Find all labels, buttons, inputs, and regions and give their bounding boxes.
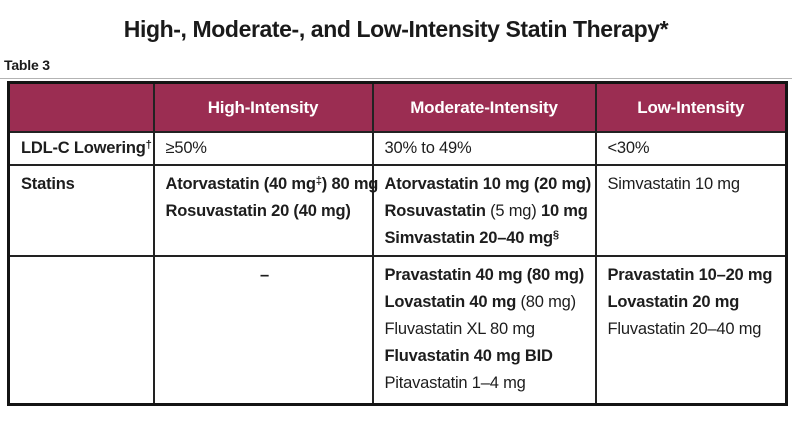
header-cell-high-intensity: High-Intensity <box>152 81 374 133</box>
text-segment: LDL-C Lowering <box>21 139 146 157</box>
cell-line: <30% <box>608 135 778 162</box>
text-segment: (5 mg) <box>490 202 537 220</box>
cell-ldl-c-lowering-moderate-intensity: 30% to 49% <box>371 131 597 166</box>
page-title: High-, Moderate-, and Low-Intensity Stat… <box>123 16 669 42</box>
text-segment: Fluvastatin 40 mg BID <box>384 347 553 365</box>
cell-line: Pitavastatin 1–4 mg <box>385 370 587 397</box>
footnote-marker: § <box>552 228 559 241</box>
text-segment: Fluvastatin 20–40 mg <box>607 320 762 338</box>
text-segment: Lovastatin 40 mg <box>384 293 521 311</box>
cell-line: Atorvastatin 10 mg (20 mg) <box>385 171 592 198</box>
cell-line: 30% to 49% <box>385 135 587 162</box>
text-segment: (80 mg) <box>520 293 576 311</box>
cell-statins-primary-moderate-intensity: Atorvastatin 10 mg (20 mg) Rosuvastatin (… <box>371 164 597 257</box>
cell-line: ≥50% <box>166 135 364 162</box>
cell-line: Fluvastatin 20–40 mg <box>608 316 778 343</box>
header-cell-low-intensity: Low-Intensity <box>594 81 788 133</box>
cell-line: Fluvastatin 40 mg BID <box>385 343 587 370</box>
cell-statins-primary-low-intensity: Simvastatin 10 mg <box>594 164 788 257</box>
cell-statins-secondary-low-intensity: Pravastatin 10–20 mg Lovastatin 20 mg Fluv… <box>594 255 788 406</box>
cell-statins-primary-row-label: Statins <box>7 164 155 257</box>
cell-line: Pravastatin 10–20 mg <box>608 262 778 289</box>
text-segment: Atorvastatin (40 mg <box>165 175 316 193</box>
cell-statins-primary-high-intensity: Atorvastatin (40 mg‡) 80 mg Rosuvastatin … <box>152 164 379 257</box>
cell-line: Simvastatin 20–40 mg§ <box>385 225 587 252</box>
cell-line: Pravastatin 40 mg (80 mg) <box>385 262 587 289</box>
text-segment: <30% <box>607 139 650 157</box>
footnote-marker: † <box>145 138 152 151</box>
divider-rule <box>0 78 792 79</box>
cell-statins-secondary-row-label <box>7 255 155 406</box>
cell-line: Rosuvastatin 20 (40 mg) <box>166 198 364 225</box>
text-segment: Simvastatin 20–40 mg <box>384 229 554 247</box>
text-segment: ) 80 mg <box>321 175 379 193</box>
table-body: LDL-C Lowering† ≥50% 30% to 49% <30% Statins… <box>7 131 788 406</box>
footnote-marker: ‡ <box>315 174 322 187</box>
text-segment: Pitavastatin 1–4 mg <box>384 374 526 392</box>
text-segment: – <box>260 266 269 284</box>
text-segment: Pravastatin 10–20 mg <box>607 266 773 284</box>
text-segment: Statins <box>21 175 75 193</box>
text-segment: ≥50% <box>165 139 207 157</box>
cell-statins-secondary-high-intensity: – <box>152 255 374 406</box>
cell-ldl-c-lowering-row-label: LDL-C Lowering† <box>7 131 155 166</box>
header-cell-blank <box>7 81 155 133</box>
cell-line: Rosuvastatin (5 mg) 10 mg <box>384 198 588 225</box>
table-row-ldl-c-lowering: LDL-C Lowering† ≥50% 30% to 49% <30% <box>7 131 788 166</box>
cell-line: Fluvastatin XL 80 mg <box>385 316 587 343</box>
cell-line: Statins <box>21 171 145 198</box>
statin-intensity-table: High-Intensity Moderate-Intensity Low-In… <box>7 81 788 406</box>
cell-line: – <box>166 262 364 289</box>
table-row-statins-primary: Statins Atorvastatin (40 mg‡) 80 mg Rosuva… <box>7 164 788 257</box>
cell-line: LDL-C Lowering† <box>21 135 152 162</box>
table-row-statins-secondary: – Pravastatin 40 mg (80 mg) Lovastatin 40 … <box>7 255 788 406</box>
text-segment: Rosuvastatin 20 (40 mg) <box>165 202 351 220</box>
text-segment: Atorvastatin 10 mg (20 mg) <box>384 175 592 193</box>
cell-line: Atorvastatin (40 mg‡) 80 mg <box>165 171 379 198</box>
text-segment: Fluvastatin XL 80 mg <box>384 320 536 338</box>
cell-statins-secondary-moderate-intensity: Pravastatin 40 mg (80 mg) Lovastatin 40 m… <box>371 255 597 406</box>
text-segment: Lovastatin 20 mg <box>607 293 740 311</box>
text-segment: 10 mg <box>536 202 588 220</box>
table-header-row: High-Intensity Moderate-Intensity Low-In… <box>7 81 788 133</box>
cell-line: Simvastatin 10 mg <box>608 171 778 198</box>
text-segment: Simvastatin 10 mg <box>607 175 741 193</box>
text-segment: Rosuvastatin <box>384 202 491 220</box>
cell-line: Lovastatin 40 mg (80 mg) <box>385 289 587 316</box>
text-segment: 30% to 49% <box>384 139 472 157</box>
cell-line: Lovastatin 20 mg <box>608 289 778 316</box>
text-segment: Pravastatin 40 mg (80 mg) <box>384 266 585 284</box>
cell-ldl-c-lowering-high-intensity: ≥50% <box>152 131 374 166</box>
header-cell-moderate-intensity: Moderate-Intensity <box>371 81 597 133</box>
cell-ldl-c-lowering-low-intensity: <30% <box>594 131 788 166</box>
table-label: Table 3 <box>4 57 50 73</box>
